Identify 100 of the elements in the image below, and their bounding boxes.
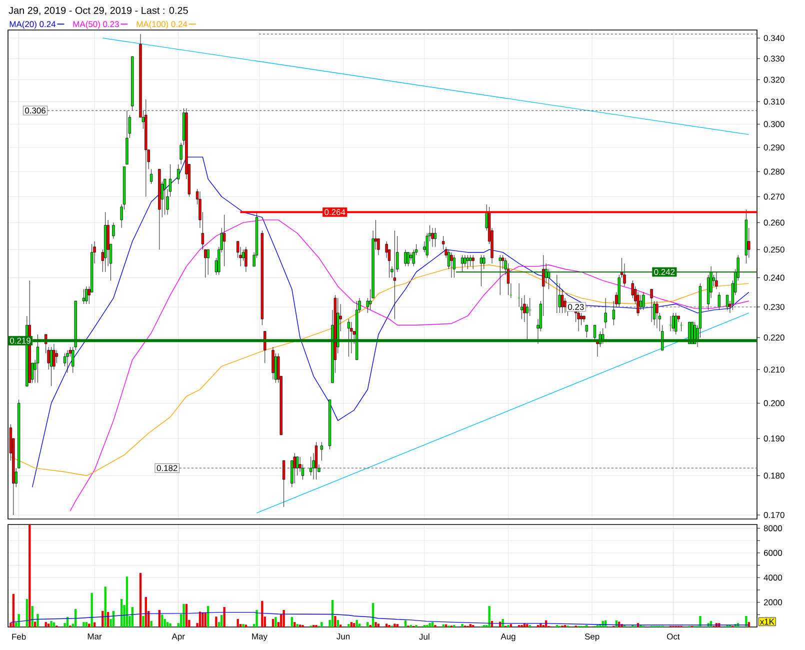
- candlestick: [393, 230, 396, 320]
- y-tick-label: 0.250: [764, 246, 784, 253]
- chart-title: Jan 29, 2019 - Oct 29, 2019 - Last : 0.25: [8, 6, 188, 16]
- candlestick: [528, 298, 532, 316]
- ref-line-label: 0.264: [324, 209, 346, 216]
- candlestick: [163, 178, 166, 215]
- candlestick: [464, 254, 466, 267]
- y-tick-label: 0.280: [764, 168, 784, 175]
- candlestick: [674, 312, 678, 335]
- bar: [699, 616, 702, 627]
- legend-label: MA(20) 0.24: [10, 20, 56, 29]
- candlestick: [52, 344, 56, 370]
- bar: [523, 624, 526, 627]
- bar: [336, 620, 339, 627]
- legend-label: MA(100) 0.24: [136, 20, 188, 29]
- legend-label: MA(50) 0.23: [73, 20, 119, 29]
- candlestick: [577, 310, 580, 332]
- candlestick: [36, 334, 40, 384]
- bar: [282, 610, 285, 627]
- bar: [236, 618, 239, 627]
- y-tick-label: 0.220: [764, 334, 784, 341]
- bar: [26, 598, 28, 627]
- candlestick: [560, 289, 564, 314]
- bar: [353, 623, 356, 627]
- bar: [169, 623, 172, 627]
- bar: [396, 624, 398, 627]
- bar: [356, 620, 358, 627]
- candlestick: [656, 300, 658, 328]
- bar: [280, 614, 282, 627]
- bar: [526, 624, 528, 627]
- candlestick: [472, 254, 474, 270]
- candlestick: [585, 324, 588, 338]
- candlestick: [66, 350, 69, 374]
- candlestick: [604, 298, 607, 328]
- bar: [358, 624, 361, 627]
- candlestick: [547, 268, 550, 290]
- candlestick: [296, 456, 299, 476]
- bar: [348, 624, 350, 627]
- bar: [182, 604, 185, 627]
- ref-line-label: 0.23: [568, 304, 584, 310]
- candlestick: [642, 292, 645, 310]
- ref-line-label: 0.306: [25, 108, 46, 114]
- candlestick: [347, 318, 350, 357]
- bar: [223, 606, 226, 627]
- bar: [220, 615, 223, 627]
- candlestick: [55, 350, 58, 364]
- bar: [36, 614, 39, 627]
- bar: [294, 622, 296, 627]
- x-tick-label: Aug: [500, 634, 516, 642]
- bar: [274, 616, 277, 627]
- bar: [150, 620, 152, 627]
- y-tick-label: 0.180: [764, 472, 784, 479]
- candlestick: [85, 286, 88, 304]
- bar: [12, 594, 14, 627]
- bar: [290, 616, 294, 627]
- y-tick-label: 0.200: [764, 400, 784, 406]
- candlestick: [244, 246, 248, 272]
- bar: [431, 622, 434, 627]
- bar: [34, 622, 36, 627]
- bar: [164, 618, 166, 627]
- candlestick: [282, 460, 286, 508]
- candlestick: [718, 292, 720, 310]
- bar: [126, 576, 128, 627]
- ref-line-label: 0.182: [156, 465, 178, 472]
- bar: [385, 624, 388, 627]
- candlestick: [406, 252, 410, 267]
- x-tick-label: Oct: [667, 634, 680, 640]
- line-series: [70, 220, 750, 512]
- x-tick-label: Feb: [12, 634, 26, 640]
- y-tick-label: 6000: [764, 550, 782, 556]
- candlestick: [206, 249, 210, 276]
- bar: [256, 610, 258, 627]
- y-tick-label: 2000: [764, 599, 782, 606]
- y-tick-label: 0.330: [764, 56, 784, 62]
- candlestick: [222, 214, 226, 267]
- bar: [377, 624, 380, 627]
- bar: [207, 606, 210, 627]
- x-tick-label: Jul: [419, 634, 430, 640]
- candlestick: [672, 312, 675, 332]
- candlestick: [177, 164, 180, 184]
- y-tick-label: 0.300: [764, 121, 784, 128]
- bar: [202, 612, 204, 627]
- candlestick: [404, 249, 407, 267]
- candlestick: [460, 254, 464, 272]
- candlestick: [650, 289, 653, 322]
- y-tick-label: 4000: [764, 574, 782, 581]
- y-tick-label: 0.310: [764, 98, 784, 105]
- candlestick: [452, 254, 456, 278]
- ref-line-label: 0.242: [654, 268, 675, 275]
- candlestick: [564, 298, 566, 314]
- bar: [88, 624, 90, 627]
- bar: [215, 616, 218, 627]
- bar: [394, 624, 396, 627]
- y-tick-label: 0.320: [764, 76, 784, 83]
- bar: [404, 620, 407, 627]
- candlestick: [434, 228, 437, 248]
- bar: [18, 614, 20, 627]
- candlestick: [593, 324, 596, 341]
- y-axis-title: x1K: [760, 618, 774, 625]
- candlestick: [715, 272, 718, 290]
